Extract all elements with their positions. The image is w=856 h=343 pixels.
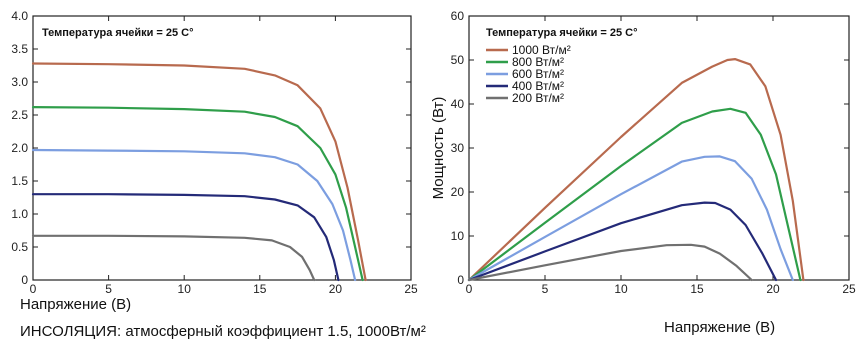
x-tick-label: 25 xyxy=(842,282,856,296)
y-tick-label: 20 xyxy=(451,185,465,199)
series-line-4 xyxy=(467,201,778,282)
y-tick-label: 3.0 xyxy=(11,75,28,89)
y-tick-label: 50 xyxy=(451,53,465,67)
y-tick-label: 1.0 xyxy=(11,207,28,221)
y-tick-label: 40 xyxy=(451,97,465,111)
legend-entry: 200 Вт/м² xyxy=(512,91,564,105)
x-tick-label: 15 xyxy=(690,282,704,296)
x-tick-label: 20 xyxy=(329,282,343,296)
x-tick-label: 5 xyxy=(105,282,112,296)
series-line-1 xyxy=(31,62,367,282)
series-line-1 xyxy=(467,58,805,282)
x-tick-label: 0 xyxy=(466,282,473,296)
y-tick-label: 0 xyxy=(21,273,28,287)
series-line-2 xyxy=(467,107,802,282)
current-voltage-chart: 0 5 10 15 20 25 0 0.5 1.0 1.5 2.0 2.5 3.0 3.5 4.0 Темпе… xyxy=(11,9,418,313)
y-tick-label: 2.5 xyxy=(11,108,28,122)
y-tick-label: 2.0 xyxy=(11,141,28,155)
legend-entry: 400 Вт/м² xyxy=(512,79,564,93)
y-tick-label: 0.5 xyxy=(11,240,28,254)
series-line-5 xyxy=(467,243,753,282)
x-tick-label: 20 xyxy=(766,282,780,296)
y-axis-label: Мощность (Вт) xyxy=(430,97,447,200)
legend-entry: 1000 Вт/м² xyxy=(512,43,571,57)
y-tick-label: 1.5 xyxy=(11,174,28,188)
x-axis-label: Напряжение (В) xyxy=(20,296,131,313)
x-tick-label: 10 xyxy=(178,282,192,296)
legend-entry: 600 Вт/м² xyxy=(512,67,564,81)
insolation-caption: ИНСОЛЯЦИЯ: атмосферный коэффициент 1.5, … xyxy=(20,323,426,340)
series-line-5 xyxy=(31,234,316,282)
plot-frame xyxy=(468,15,850,281)
x-axis-label: Напряжение (В) xyxy=(664,319,775,336)
y-tick-label: 3.5 xyxy=(11,42,28,56)
series-line-2 xyxy=(31,106,364,282)
temperature-annotation: Температура ячейки = 25 C° xyxy=(486,27,638,39)
y-tick-label: 0 xyxy=(457,273,464,287)
y-tick-label: 60 xyxy=(451,9,465,23)
x-tick-label: 10 xyxy=(614,282,628,296)
series-line-3 xyxy=(31,148,357,282)
x-tick-label: 15 xyxy=(253,282,267,296)
x-tick-label: 5 xyxy=(542,282,549,296)
y-tick-label: 4.0 xyxy=(11,9,28,23)
legend-entry: 800 Вт/м² xyxy=(512,55,564,69)
power-voltage-chart: 0 5 10 15 20 25 0 10 20 30 40 50 60 Температура ячейк… xyxy=(430,9,856,336)
x-tick-label: 0 xyxy=(30,282,37,296)
y-tick-label: 30 xyxy=(451,141,465,155)
series-line-4 xyxy=(31,193,340,282)
y-tick-label: 10 xyxy=(451,229,465,243)
series-line-3 xyxy=(467,155,794,282)
x-tick-label: 25 xyxy=(404,282,418,296)
temperature-annotation: Температура ячейки = 25 C° xyxy=(42,27,194,39)
